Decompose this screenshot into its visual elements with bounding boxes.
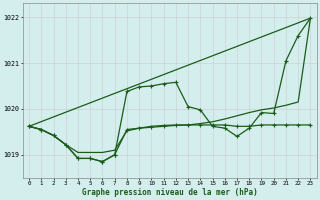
X-axis label: Graphe pression niveau de la mer (hPa): Graphe pression niveau de la mer (hPa) (82, 188, 258, 197)
